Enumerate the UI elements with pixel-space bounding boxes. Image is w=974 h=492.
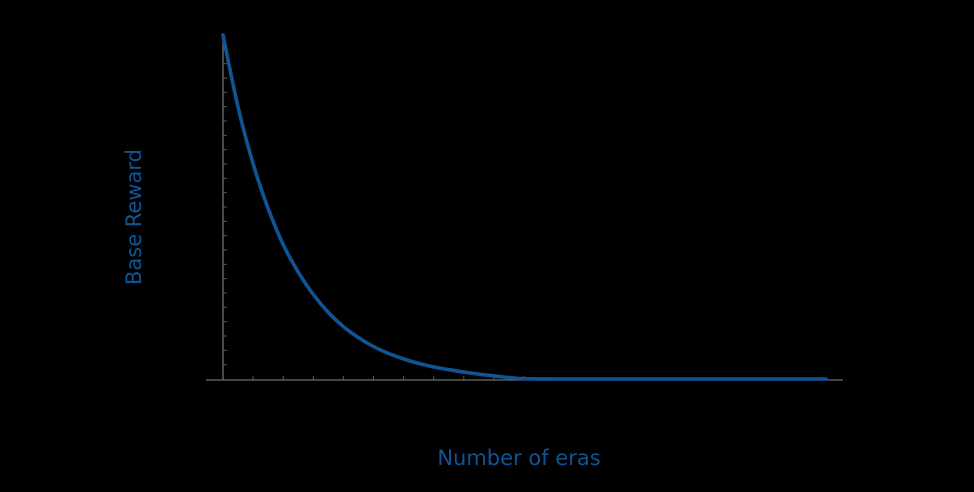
series-layer [221,33,828,381]
x-axis-label: Number of eras [437,446,600,470]
y-axis-label: Base Reward [122,149,146,285]
y-axis-ticks [223,48,227,366]
series-line [221,33,828,381]
